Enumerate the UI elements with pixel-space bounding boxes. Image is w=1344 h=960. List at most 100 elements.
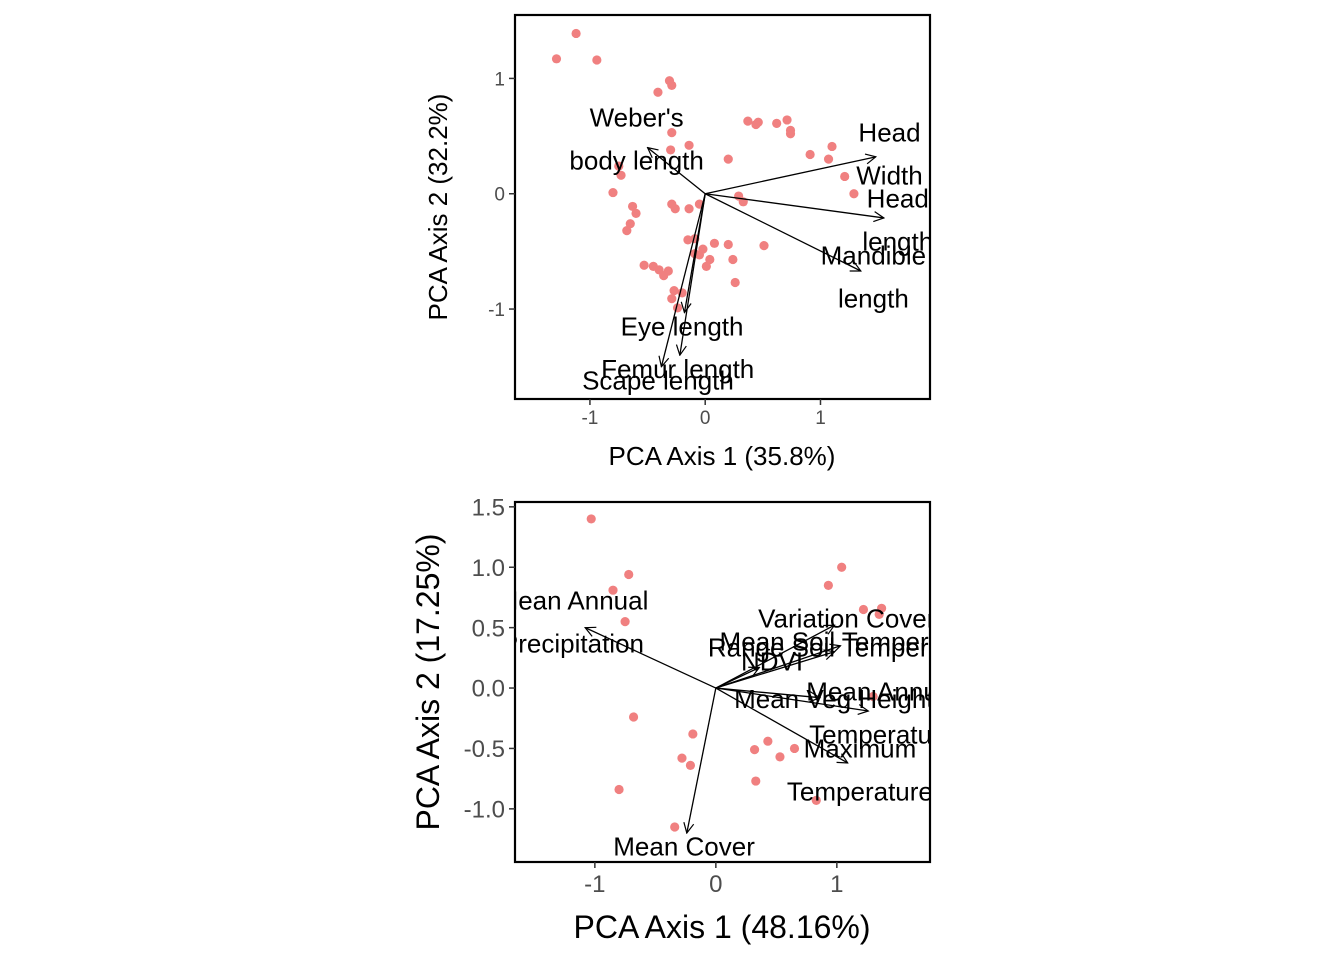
data-point — [827, 141, 837, 152]
loading-arrow — [715, 687, 848, 763]
data-point — [701, 261, 711, 271]
data-point — [694, 250, 705, 260]
loading-arrow — [661, 193, 706, 367]
pca-biplot-environment: Mean Annual Precipitation Variation Cover M… — [410, 494, 988, 945]
data-point — [782, 115, 792, 125]
data-point — [684, 204, 694, 214]
data-point — [772, 118, 782, 128]
arrow-label: Mean Annual Precipitation — [497, 585, 649, 658]
data-point — [743, 116, 753, 126]
data-point — [849, 189, 859, 199]
loading-arrow — [715, 625, 835, 689]
arrow-label: Variation Cover — [758, 604, 936, 634]
x-tick-label: -1 — [584, 871, 605, 898]
x-tick-label: -1 — [581, 408, 598, 429]
data-point — [614, 161, 624, 171]
loading-arrow — [715, 668, 760, 689]
arrow-label: Weber's body length — [569, 102, 703, 175]
data-point — [667, 294, 677, 304]
data-point — [667, 128, 677, 138]
x-tick-label: 0 — [700, 408, 711, 429]
y-tick-label: 1.0 — [472, 555, 505, 582]
data-point — [627, 201, 638, 212]
data-point — [868, 691, 878, 702]
x-axis-title: PCA Axis 1 (48.16%) — [573, 909, 870, 945]
data-point — [571, 28, 581, 39]
arrow-label: Range Soil Temperature — [708, 633, 988, 663]
y-tick-label: -1.0 — [464, 796, 505, 823]
x-tick-label: 0 — [709, 871, 722, 898]
loading-arrow — [705, 157, 876, 195]
data-point — [624, 569, 634, 580]
data-point — [622, 226, 632, 236]
data-point — [669, 286, 679, 296]
y-tick-label: 1.5 — [472, 494, 505, 521]
y-tick-label: -1 — [488, 300, 505, 321]
plot-frame — [513, 500, 932, 864]
data-point — [620, 616, 630, 627]
data-point — [631, 208, 641, 218]
data-point — [667, 80, 677, 90]
data-point — [840, 171, 850, 182]
data-point — [628, 712, 639, 722]
arrow-label: Maximum Temperature — [787, 733, 933, 806]
data-point — [685, 760, 696, 770]
data-point — [608, 585, 618, 595]
y-tick-label: -0.5 — [464, 736, 505, 763]
data-point — [775, 752, 785, 762]
x-tick-label: 1 — [815, 408, 826, 429]
loading-arrow — [715, 687, 820, 698]
y-axis-title: PCA Axis 2 (32.2%) — [423, 94, 453, 321]
plot-frame — [513, 13, 932, 401]
arrow-label: NDVI — [741, 647, 803, 677]
arrow-label: Femur length — [601, 354, 754, 384]
data-point — [805, 149, 815, 160]
arrow-label: Mandible length — [821, 241, 927, 314]
arrow-label: Mean Veg Height — [734, 684, 934, 714]
data-point — [666, 145, 676, 155]
x-tick-label: 1 — [830, 871, 843, 898]
data-point — [723, 154, 733, 164]
y-tick-label: 1 — [494, 69, 505, 90]
data-point — [663, 266, 673, 276]
data-point — [763, 736, 773, 746]
data-point — [730, 277, 740, 288]
data-point — [759, 241, 769, 251]
data-point — [858, 604, 869, 615]
data-point — [592, 55, 602, 65]
loading-arrow — [680, 193, 706, 355]
data-point — [749, 745, 760, 755]
data-point — [785, 129, 796, 139]
data-point — [874, 609, 884, 619]
y-tick-label: 0.5 — [472, 615, 505, 642]
loading-arrow — [704, 193, 861, 271]
arrow-label: Scape length — [582, 365, 734, 395]
data-point — [625, 219, 635, 229]
loading-arrow — [648, 148, 706, 195]
data-point — [616, 170, 626, 180]
loading-arrow — [715, 687, 868, 711]
data-point — [811, 795, 821, 805]
y-tick-label: 0.0 — [472, 676, 505, 703]
loading-arrow — [687, 687, 717, 833]
data-point — [608, 187, 618, 198]
data-point — [586, 514, 596, 524]
data-point — [677, 753, 687, 763]
data-point — [751, 776, 761, 786]
loading-arrow — [715, 646, 841, 689]
arrow-label: Eye length — [621, 311, 744, 341]
loading-arrow — [585, 628, 717, 689]
arrow-label: Head length — [862, 183, 933, 256]
data-point — [709, 238, 720, 248]
data-point — [639, 260, 649, 270]
data-point — [723, 239, 733, 250]
loading-arrow — [715, 652, 835, 689]
data-point — [789, 743, 800, 754]
loading-arrow — [705, 193, 884, 218]
arrow-label: Mean Annual Temperature — [806, 677, 958, 750]
data-point — [670, 204, 680, 214]
data-point — [653, 87, 663, 97]
plot-area: Mean Annual Precipitation Variation Cover M… — [497, 514, 988, 862]
